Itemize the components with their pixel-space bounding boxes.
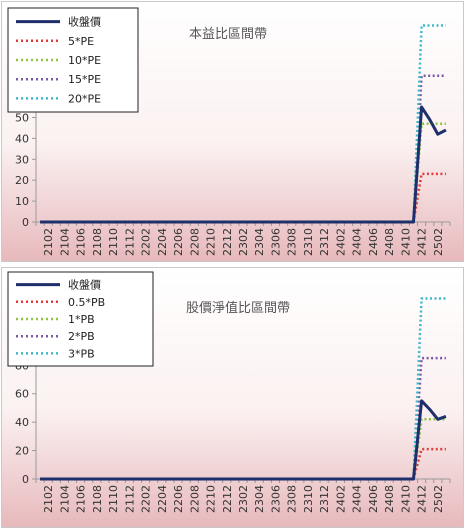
legend-label: 3*PB	[68, 347, 95, 360]
y-tick-label: 40	[15, 416, 29, 429]
x-tick-label: 2304	[253, 228, 266, 256]
x-tick-label: 2202	[140, 485, 153, 513]
x-tick-label: 2206	[172, 485, 185, 513]
x-tick-label: 2212	[221, 485, 234, 513]
x-tick-label: 2202	[140, 228, 153, 256]
y-tick-label: 50	[15, 112, 29, 125]
y-tick-label: 0	[22, 473, 29, 486]
pe-band-chart: 0102030405060708090100210221042106210821…	[7, 7, 451, 256]
x-tick-label: 2408	[383, 228, 396, 256]
x-tick-label: 2112	[123, 228, 136, 256]
x-tick-label: 2302	[237, 485, 250, 513]
y-tick-label: 10	[15, 195, 29, 208]
x-tick-label: 2412	[416, 485, 429, 513]
chart-title: 股價淨值比區間帶	[186, 300, 290, 316]
series-line-收盤價	[40, 399, 447, 481]
x-tick-label: 2208	[188, 228, 201, 256]
x-tick-label: 2106	[75, 228, 88, 256]
legend-box	[7, 7, 139, 113]
x-tick-label: 2502	[432, 228, 445, 256]
pb-band-chart-panel: 0204060801001201402102210421062108211021…	[1, 267, 464, 528]
y-tick-label: 30	[15, 153, 29, 166]
x-tick-label: 2206	[172, 228, 185, 256]
legend-label: 0.5*PB	[68, 296, 105, 309]
pb-band-chart: 0204060801001201402102210421062108211021…	[7, 271, 451, 513]
x-tick-label: 2308	[286, 485, 299, 513]
x-tick-label: 2312	[318, 485, 331, 513]
x-tick-label: 2104	[58, 228, 71, 256]
x-tick-label: 2410	[399, 485, 412, 513]
x-tick-label: 2402	[334, 485, 347, 513]
x-tick-label: 2210	[205, 228, 218, 256]
legend-label: 2*PB	[68, 330, 95, 343]
chart-title: 本益比區間帶	[189, 27, 267, 42]
x-tick-label: 2106	[75, 485, 88, 513]
series-line-5*PE	[40, 172, 446, 224]
x-tick-label: 2304	[253, 485, 266, 513]
series-line-收盤價	[40, 105, 447, 224]
x-tick-label: 2306	[269, 485, 282, 513]
x-tick-label: 2412	[416, 228, 429, 256]
x-tick-label: 2102	[42, 228, 55, 256]
x-tick-label: 2402	[334, 228, 347, 256]
series-line-1*PB	[40, 418, 446, 481]
legend-label: 收盤價	[68, 15, 101, 29]
x-tick-label: 2308	[286, 228, 299, 256]
legend-label: 1*PB	[68, 313, 95, 326]
y-tick-label: 20	[15, 445, 29, 458]
x-tick-label: 2108	[91, 228, 104, 256]
y-tick-label: 20	[15, 174, 29, 187]
x-tick-label: 2104	[58, 485, 71, 513]
x-tick-label: 2306	[269, 228, 282, 256]
x-tick-label: 2208	[188, 485, 201, 513]
x-tick-label: 2302	[237, 228, 250, 256]
series-line-2*PB	[40, 356, 446, 481]
legend-label: 20*PE	[68, 92, 101, 105]
x-tick-label: 2406	[367, 228, 380, 256]
x-tick-label: 2110	[107, 485, 120, 513]
x-tick-label: 2110	[107, 228, 120, 256]
x-tick-label: 2312	[318, 228, 331, 256]
legend-label: 15*PE	[68, 73, 101, 86]
x-tick-label: 2204	[156, 485, 169, 513]
legend-label: 收盤價	[68, 278, 101, 292]
x-tick-label: 2406	[367, 485, 380, 513]
series-line-0.5*PB	[40, 447, 446, 481]
x-tick-label: 2212	[221, 228, 234, 256]
pe-band-chart-panel: 0102030405060708090100210221042106210821…	[1, 1, 464, 262]
x-tick-label: 2210	[205, 485, 218, 513]
x-tick-label: 2408	[383, 485, 396, 513]
legend: 收盤價 5*PE 10*PE 15*PE 20*PE	[7, 7, 139, 113]
x-tick-label: 2112	[123, 485, 136, 513]
x-tick-label: 2102	[42, 485, 55, 513]
x-tick-label: 2502	[432, 485, 445, 513]
x-tick-label: 2310	[302, 228, 315, 256]
legend-label: 10*PE	[68, 54, 101, 67]
x-tick-label: 2410	[399, 228, 412, 256]
x-tick-label: 2108	[91, 485, 104, 513]
legend: 收盤價 0.5*PB 1*PB 2*PB 3*PB	[7, 271, 154, 367]
x-tick-label: 2404	[351, 228, 364, 256]
y-tick-label: 0	[22, 216, 29, 229]
y-tick-label: 40	[15, 132, 29, 145]
y-tick-label: 60	[15, 388, 29, 401]
series-line-10*PE	[40, 122, 446, 224]
x-tick-label: 2310	[302, 485, 315, 513]
x-tick-label: 2404	[351, 485, 364, 513]
x-tick-label: 2204	[156, 228, 169, 256]
legend-label: 5*PE	[68, 35, 94, 48]
